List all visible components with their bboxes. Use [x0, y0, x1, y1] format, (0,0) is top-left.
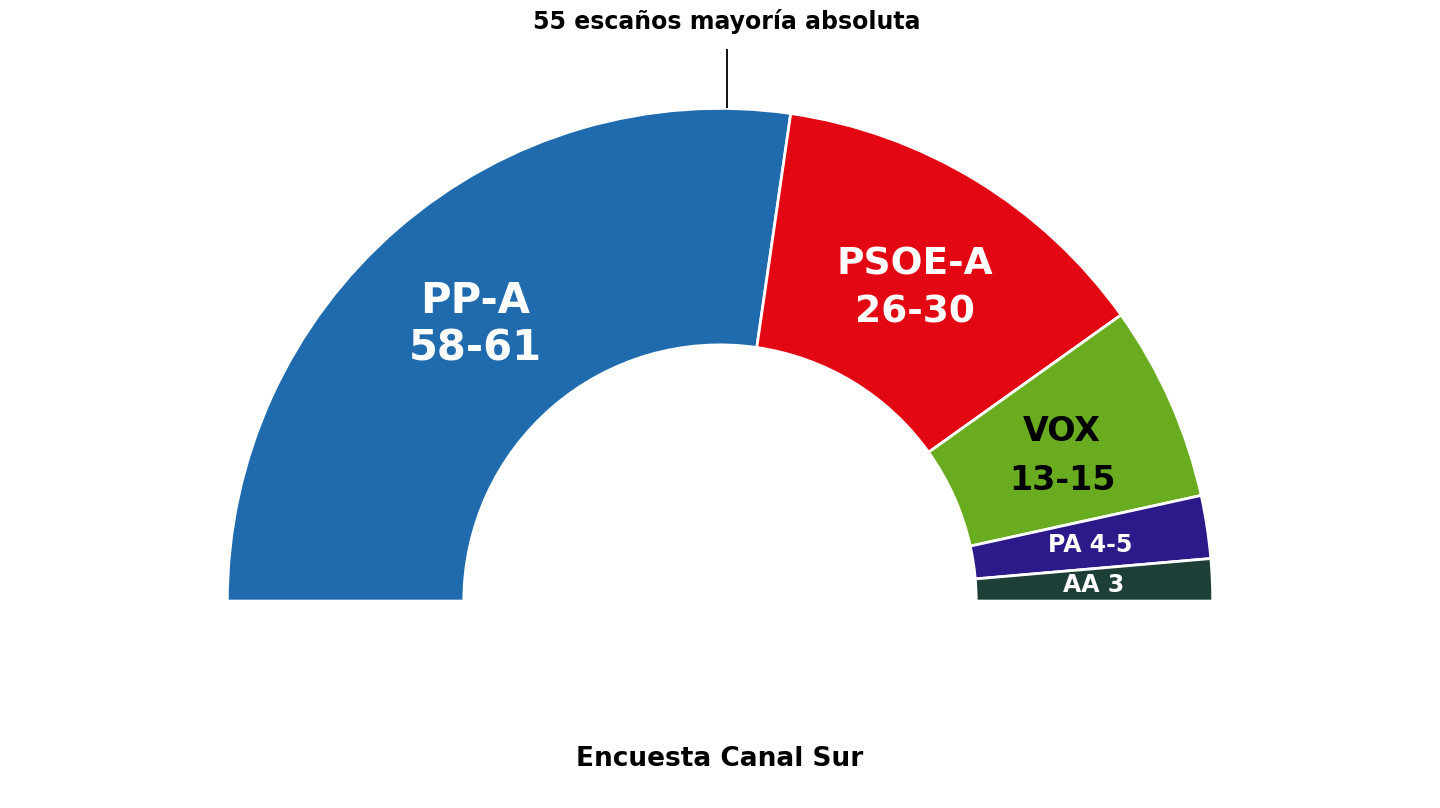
- Text: PSOE-A: PSOE-A: [837, 246, 994, 282]
- Wedge shape: [929, 315, 1201, 546]
- Wedge shape: [975, 558, 1212, 601]
- Wedge shape: [228, 108, 791, 601]
- Text: 55 escaños mayoría absoluta: 55 escaños mayoría absoluta: [533, 10, 920, 35]
- Wedge shape: [971, 495, 1211, 579]
- Text: 58-61: 58-61: [409, 328, 541, 370]
- Text: 26-30: 26-30: [855, 294, 975, 330]
- Text: 13-15: 13-15: [1009, 464, 1116, 497]
- Text: Encuesta Canal Sur: Encuesta Canal Sur: [576, 746, 864, 772]
- Wedge shape: [757, 113, 1122, 452]
- Text: PP-A: PP-A: [420, 280, 530, 322]
- Text: VOX: VOX: [1024, 415, 1102, 448]
- Text: PA 4-5: PA 4-5: [1048, 532, 1132, 557]
- Text: AA 3: AA 3: [1064, 573, 1125, 597]
